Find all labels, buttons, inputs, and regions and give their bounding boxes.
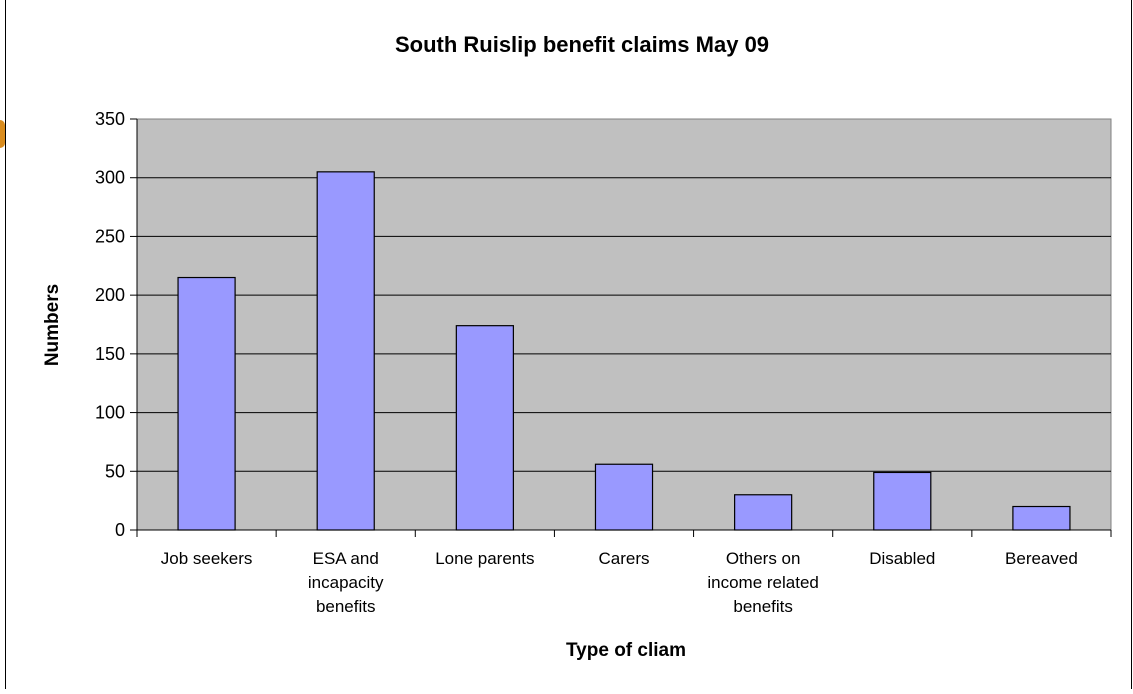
edge-marker	[0, 120, 5, 148]
chart-left-border	[5, 0, 6, 689]
y-tick-label: 200	[95, 285, 125, 305]
x-tick-label: Bereaved	[1005, 549, 1078, 568]
plot-area	[136, 118, 1112, 531]
bar	[873, 471, 932, 531]
y-tick-label: 350	[95, 109, 125, 129]
axes	[130, 118, 1112, 537]
chart-right-border	[1131, 0, 1132, 689]
gridlines	[137, 177, 1111, 472]
x-tick-label: Lone parents	[435, 549, 534, 568]
x-tick-label: Disabled	[869, 549, 935, 568]
y-tick-label: 300	[95, 168, 125, 188]
x-tick-label: Others on income related benefits	[707, 549, 819, 616]
chart-title: South Ruislip benefit claims May 09	[395, 32, 769, 57]
bar	[177, 276, 236, 531]
x-tick-label: Job seekers	[161, 549, 253, 568]
bar	[455, 325, 514, 531]
y-tick-label: 150	[95, 344, 125, 364]
x-tick-labels: Job seekers ESA and incapacity benefits Lone…	[161, 549, 1078, 616]
bar	[594, 463, 654, 531]
y-tick-label: 250	[95, 226, 125, 246]
bar	[734, 494, 793, 531]
y-tick-label: 0	[115, 520, 125, 540]
bar	[1012, 505, 1071, 531]
y-tick-label: 100	[95, 403, 125, 423]
y-tick-label: 50	[105, 461, 125, 481]
x-tick-label: ESA and incapacity benefits	[308, 549, 384, 616]
bar	[316, 171, 375, 531]
bars	[177, 171, 1071, 531]
y-tick-labels: 0 50 100 150 200 250 300 350	[95, 109, 125, 540]
x-tick-label: Carers	[598, 549, 649, 568]
x-axis-label: Type of cliam	[566, 640, 686, 661]
y-axis-label: Numbers	[42, 284, 63, 366]
